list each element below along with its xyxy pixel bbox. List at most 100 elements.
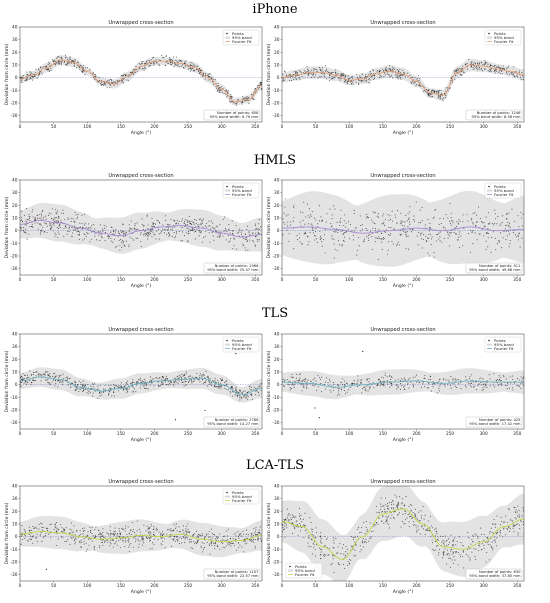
data-point: [508, 233, 511, 235]
data-point: [384, 374, 386, 377]
data-point: [419, 520, 421, 522]
data-point: [352, 77, 354, 79]
data-point: [321, 69, 323, 71]
data-point: [522, 213, 524, 215]
data-point: [28, 376, 30, 378]
data-point: [452, 551, 454, 553]
data-point: [324, 70, 327, 72]
data-point: [252, 98, 254, 100]
data-point: [510, 72, 512, 74]
data-point: [407, 213, 409, 215]
data-point: [466, 213, 468, 215]
x-tick-label: 350: [513, 124, 521, 130]
data-point: [148, 231, 150, 233]
data-point: [320, 536, 322, 538]
data-point: [243, 396, 245, 398]
data-point: [178, 65, 180, 68]
data-point: [299, 373, 301, 375]
data-point: [185, 218, 187, 220]
data-point: [255, 533, 257, 535]
data-point: [510, 382, 512, 384]
data-point: [71, 537, 73, 539]
data-point: [256, 539, 259, 541]
data-point: [37, 228, 39, 230]
data-point: [430, 390, 432, 392]
data-point: [159, 534, 162, 536]
data-point: [303, 537, 305, 539]
data-point: [482, 378, 484, 380]
y-tick-label: -20: [10, 408, 17, 414]
data-point: [149, 548, 151, 550]
data-point: [74, 537, 76, 539]
data-point: [243, 551, 245, 553]
data-point: [501, 69, 503, 72]
data-point: [341, 389, 343, 391]
data-point: [367, 390, 369, 392]
data-point: [319, 239, 321, 241]
data-point: [338, 384, 340, 386]
data-point: [213, 542, 215, 544]
data-point: [347, 75, 349, 77]
data-point: [310, 538, 312, 540]
confidence-band: [282, 58, 524, 101]
data-point: [228, 544, 230, 546]
data-point: [101, 236, 103, 238]
data-point: [23, 528, 25, 530]
y-tick-label: -20: [272, 254, 279, 260]
data-point: [187, 376, 189, 378]
data-point: [428, 387, 430, 389]
data-point: [93, 382, 95, 384]
data-point: [292, 514, 294, 516]
data-point: [403, 377, 406, 379]
data-point: [436, 533, 438, 535]
data-point: [479, 545, 481, 547]
data-point: [443, 93, 446, 95]
data-point: [505, 213, 508, 215]
data-point: [296, 235, 298, 237]
data-point: [25, 383, 27, 385]
data-point: [483, 547, 485, 549]
data-point: [195, 65, 197, 67]
data-point: [76, 218, 78, 220]
data-point: [27, 219, 29, 221]
data-point: [351, 545, 353, 548]
data-point: [223, 93, 225, 95]
data-point: [416, 381, 418, 383]
data-point: [398, 76, 400, 78]
data-point: [446, 549, 448, 551]
y-tick-label: 30: [274, 344, 280, 350]
data-point: [257, 531, 259, 534]
data-point: [381, 237, 383, 239]
data-point: [218, 387, 220, 389]
data-point: [350, 81, 352, 83]
data-point: [202, 548, 204, 550]
data-point: [496, 515, 498, 517]
data-point: [130, 220, 132, 222]
data-point: [384, 510, 386, 512]
data-point: [457, 68, 459, 70]
data-point: [182, 529, 184, 531]
data-point: [152, 534, 154, 536]
data-point: [79, 226, 82, 228]
data-point: [44, 374, 46, 376]
info-line: 95% band width: 25.47 mm: [207, 268, 259, 272]
data-point: [27, 374, 29, 376]
data-point: [372, 221, 374, 223]
data-point: [304, 232, 306, 234]
data-point: [413, 513, 415, 515]
data-point: [188, 380, 191, 382]
data-point: [447, 237, 449, 239]
data-point: [344, 75, 346, 77]
data-point: [392, 69, 394, 72]
data-point: [465, 378, 467, 381]
data-point: [25, 377, 27, 379]
data-point: [483, 63, 485, 65]
data-point: [237, 395, 239, 397]
data-point: [407, 384, 409, 386]
data-point: [360, 81, 362, 83]
data-point: [506, 72, 508, 74]
data-point: [480, 381, 482, 384]
data-point: [176, 219, 178, 221]
data-point: [311, 224, 313, 226]
data-point: [165, 215, 167, 217]
